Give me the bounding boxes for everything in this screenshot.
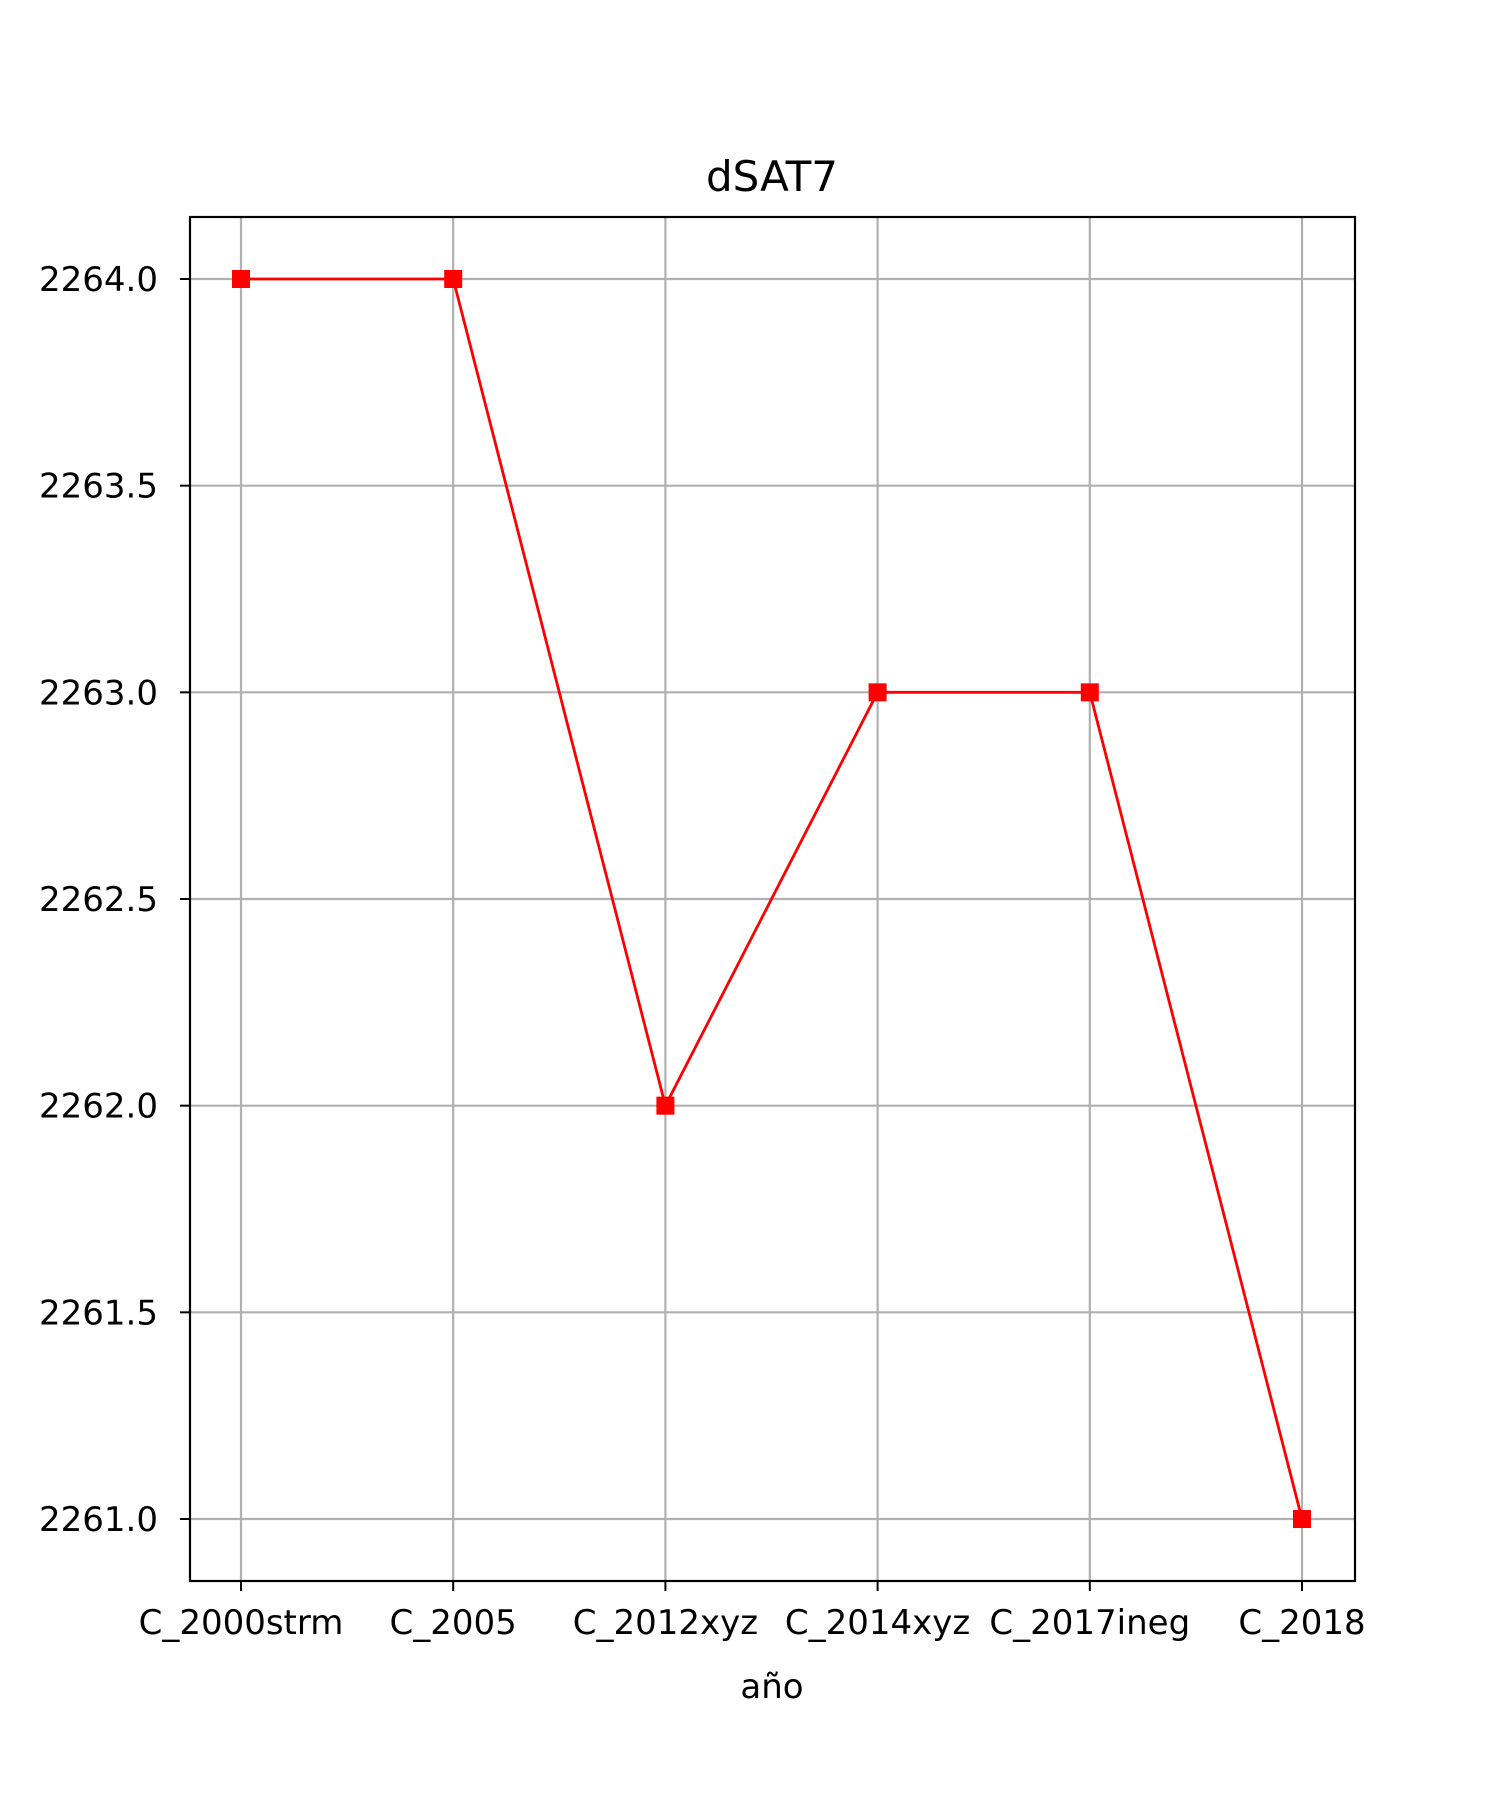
x-axis-label: año (740, 1667, 803, 1707)
data-point-marker (232, 270, 250, 288)
axis-ticks: C_2000strm C_2005 C_2012xyz C_2014xyz C_2017… (39, 260, 1366, 1643)
x-tick-label: C_2000strm (139, 1603, 344, 1643)
y-tick-label: 2261.5 (39, 1293, 158, 1333)
series-layer (232, 270, 1311, 1528)
data-point-marker (1080, 683, 1099, 702)
x-tick-label: C_2017ineg (989, 1603, 1190, 1643)
x-tick-label: C_2012xyz (573, 1603, 758, 1643)
data-point-marker (656, 1096, 675, 1115)
x-tick-label: C_2018 (1238, 1603, 1365, 1643)
y-tick-label: 2263.5 (39, 467, 158, 507)
series-line (241, 277, 1304, 1520)
y-tick-label: 2263.0 (39, 673, 158, 713)
data-point-marker (868, 683, 887, 702)
y-tick-label: 2261.0 (39, 1500, 158, 1540)
x-tick-label: C_2014xyz (785, 1603, 970, 1643)
chart-title: dSAT7 (706, 152, 838, 201)
data-point-marker (1293, 1510, 1311, 1528)
data-point-marker (444, 270, 463, 288)
y-tick-label: 2264.0 (39, 260, 158, 300)
x-tick-label: C_2005 (390, 1603, 517, 1643)
plot-frame (188, 215, 1357, 1583)
y-tick-label: 2262.0 (39, 1087, 158, 1127)
y-tick-label: 2262.5 (39, 880, 158, 920)
